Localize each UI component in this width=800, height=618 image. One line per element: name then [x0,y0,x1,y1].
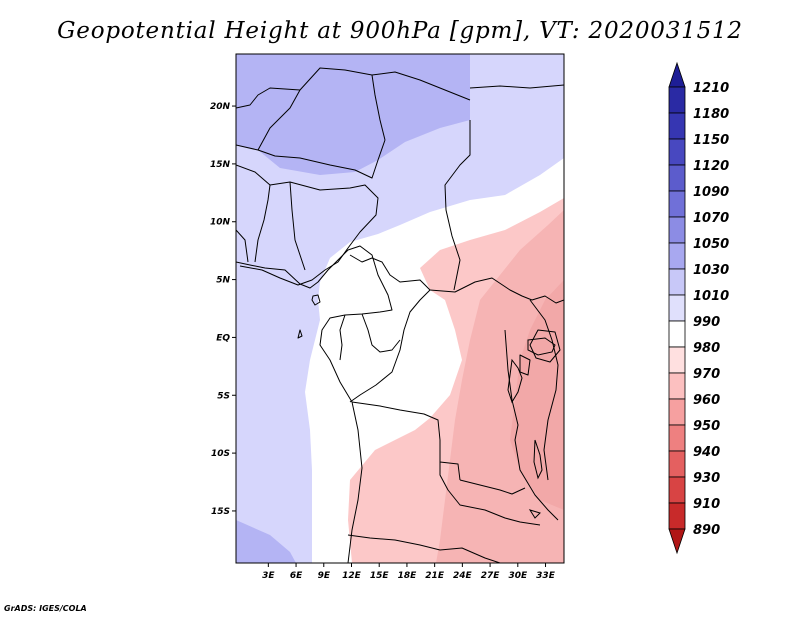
colorbar-label: 1180 [693,107,729,122]
y-tick-label: 20N [210,102,231,112]
x-tick-label: 30E [508,571,528,581]
colorbar-swatch [668,268,686,296]
map-frame [235,53,565,564]
x-tick-label: 24E [453,571,473,581]
field-990-1010-plume [395,290,452,420]
y-tick-label: 10S [211,449,230,459]
colorbar-swatch [668,86,686,114]
y-tick-label: 10N [210,218,231,228]
x-tick-label: 18E [398,571,418,581]
colorbar-label: 990 [693,315,720,330]
colorbar-swatch [668,476,686,504]
colorbar-swatch [668,346,686,374]
field-1010-1030 [236,54,564,563]
colorbar-bottom-arrow [668,528,686,555]
colorbar-swatch [668,424,686,452]
y-tick-label: 15S [211,507,230,517]
colorbar-swatch [668,450,686,478]
lakes [507,337,556,519]
colorbar-swatch [668,320,686,348]
colorbar-top-arrow [668,61,686,88]
colorbar-label: 970 [693,367,720,382]
colorbar-label: 940 [693,445,720,460]
lake-malawi [533,439,543,480]
y-tick-label: 5N [216,276,230,286]
x-tick-label: 6E [290,571,303,581]
x-tick-label: 9E [318,571,331,581]
colorbar-label: 1070 [693,211,729,226]
colorbar-label: 980 [693,341,720,356]
colorbar-swatch [668,502,686,530]
colorbar-label: 950 [693,419,720,434]
credit-label: GrADS: IGES/COLA [4,604,87,613]
colorbar-label: 930 [693,471,720,486]
colorbar-label: 1050 [693,237,729,252]
x-tick-label: 21E [425,571,445,581]
colorbar-swatch [668,112,686,140]
colorbar-swatch [668,372,686,400]
x-tick-label: 3E [262,571,275,581]
x-tick-label: 15E [370,571,390,581]
x-tick-label: 27E [481,571,501,581]
colorbar-label: 1210 [693,81,729,96]
y-tick-label: 5S [217,391,230,401]
colorbar: 1210 1180 1150 1120 1090 1070 1050 1030 1010 990 9… [668,61,729,555]
x-axis: 3E 6E 9E 12E 15E 18E 21E 24E 27E 30E 33E [262,563,556,581]
lake-tanganyika [507,358,523,404]
colorbar-label: 1090 [693,185,729,200]
y-tick-label: 15N [210,160,231,170]
colorbar-label: 890 [693,523,720,538]
field-1030-1050 [236,54,470,175]
plot-title: Geopotential Height at 900hPa [gpm], VT:… [57,18,743,44]
x-tick-label: 12E [342,571,362,581]
lake-victoria [527,337,556,356]
colorbar-swatch [668,242,686,270]
colorbar-label: 960 [693,393,720,408]
colorbar-swatch [668,294,686,322]
field-1030-1050-south [236,520,296,563]
shaded-field [236,54,564,563]
field-960-970-east [510,280,564,510]
y-tick-label: EQ [216,333,230,343]
colorbar-swatch [668,190,686,218]
colorbar-label: 1010 [693,289,729,304]
colorbar-label: 1120 [693,159,729,174]
colorbar-swatch [668,164,686,192]
y-axis: 20N 15N 10N 5N EQ 5S 10S 15S [210,102,236,517]
colorbar-swatch [668,398,686,426]
colorbar-label: 1150 [693,133,729,148]
colorbar-label: 910 [693,497,720,512]
colorbar-swatch [668,216,686,244]
colorbar-label: 1030 [693,263,729,278]
lake-kariba [528,509,541,519]
colorbar-swatch [668,138,686,166]
x-tick-label: 33E [536,571,556,581]
